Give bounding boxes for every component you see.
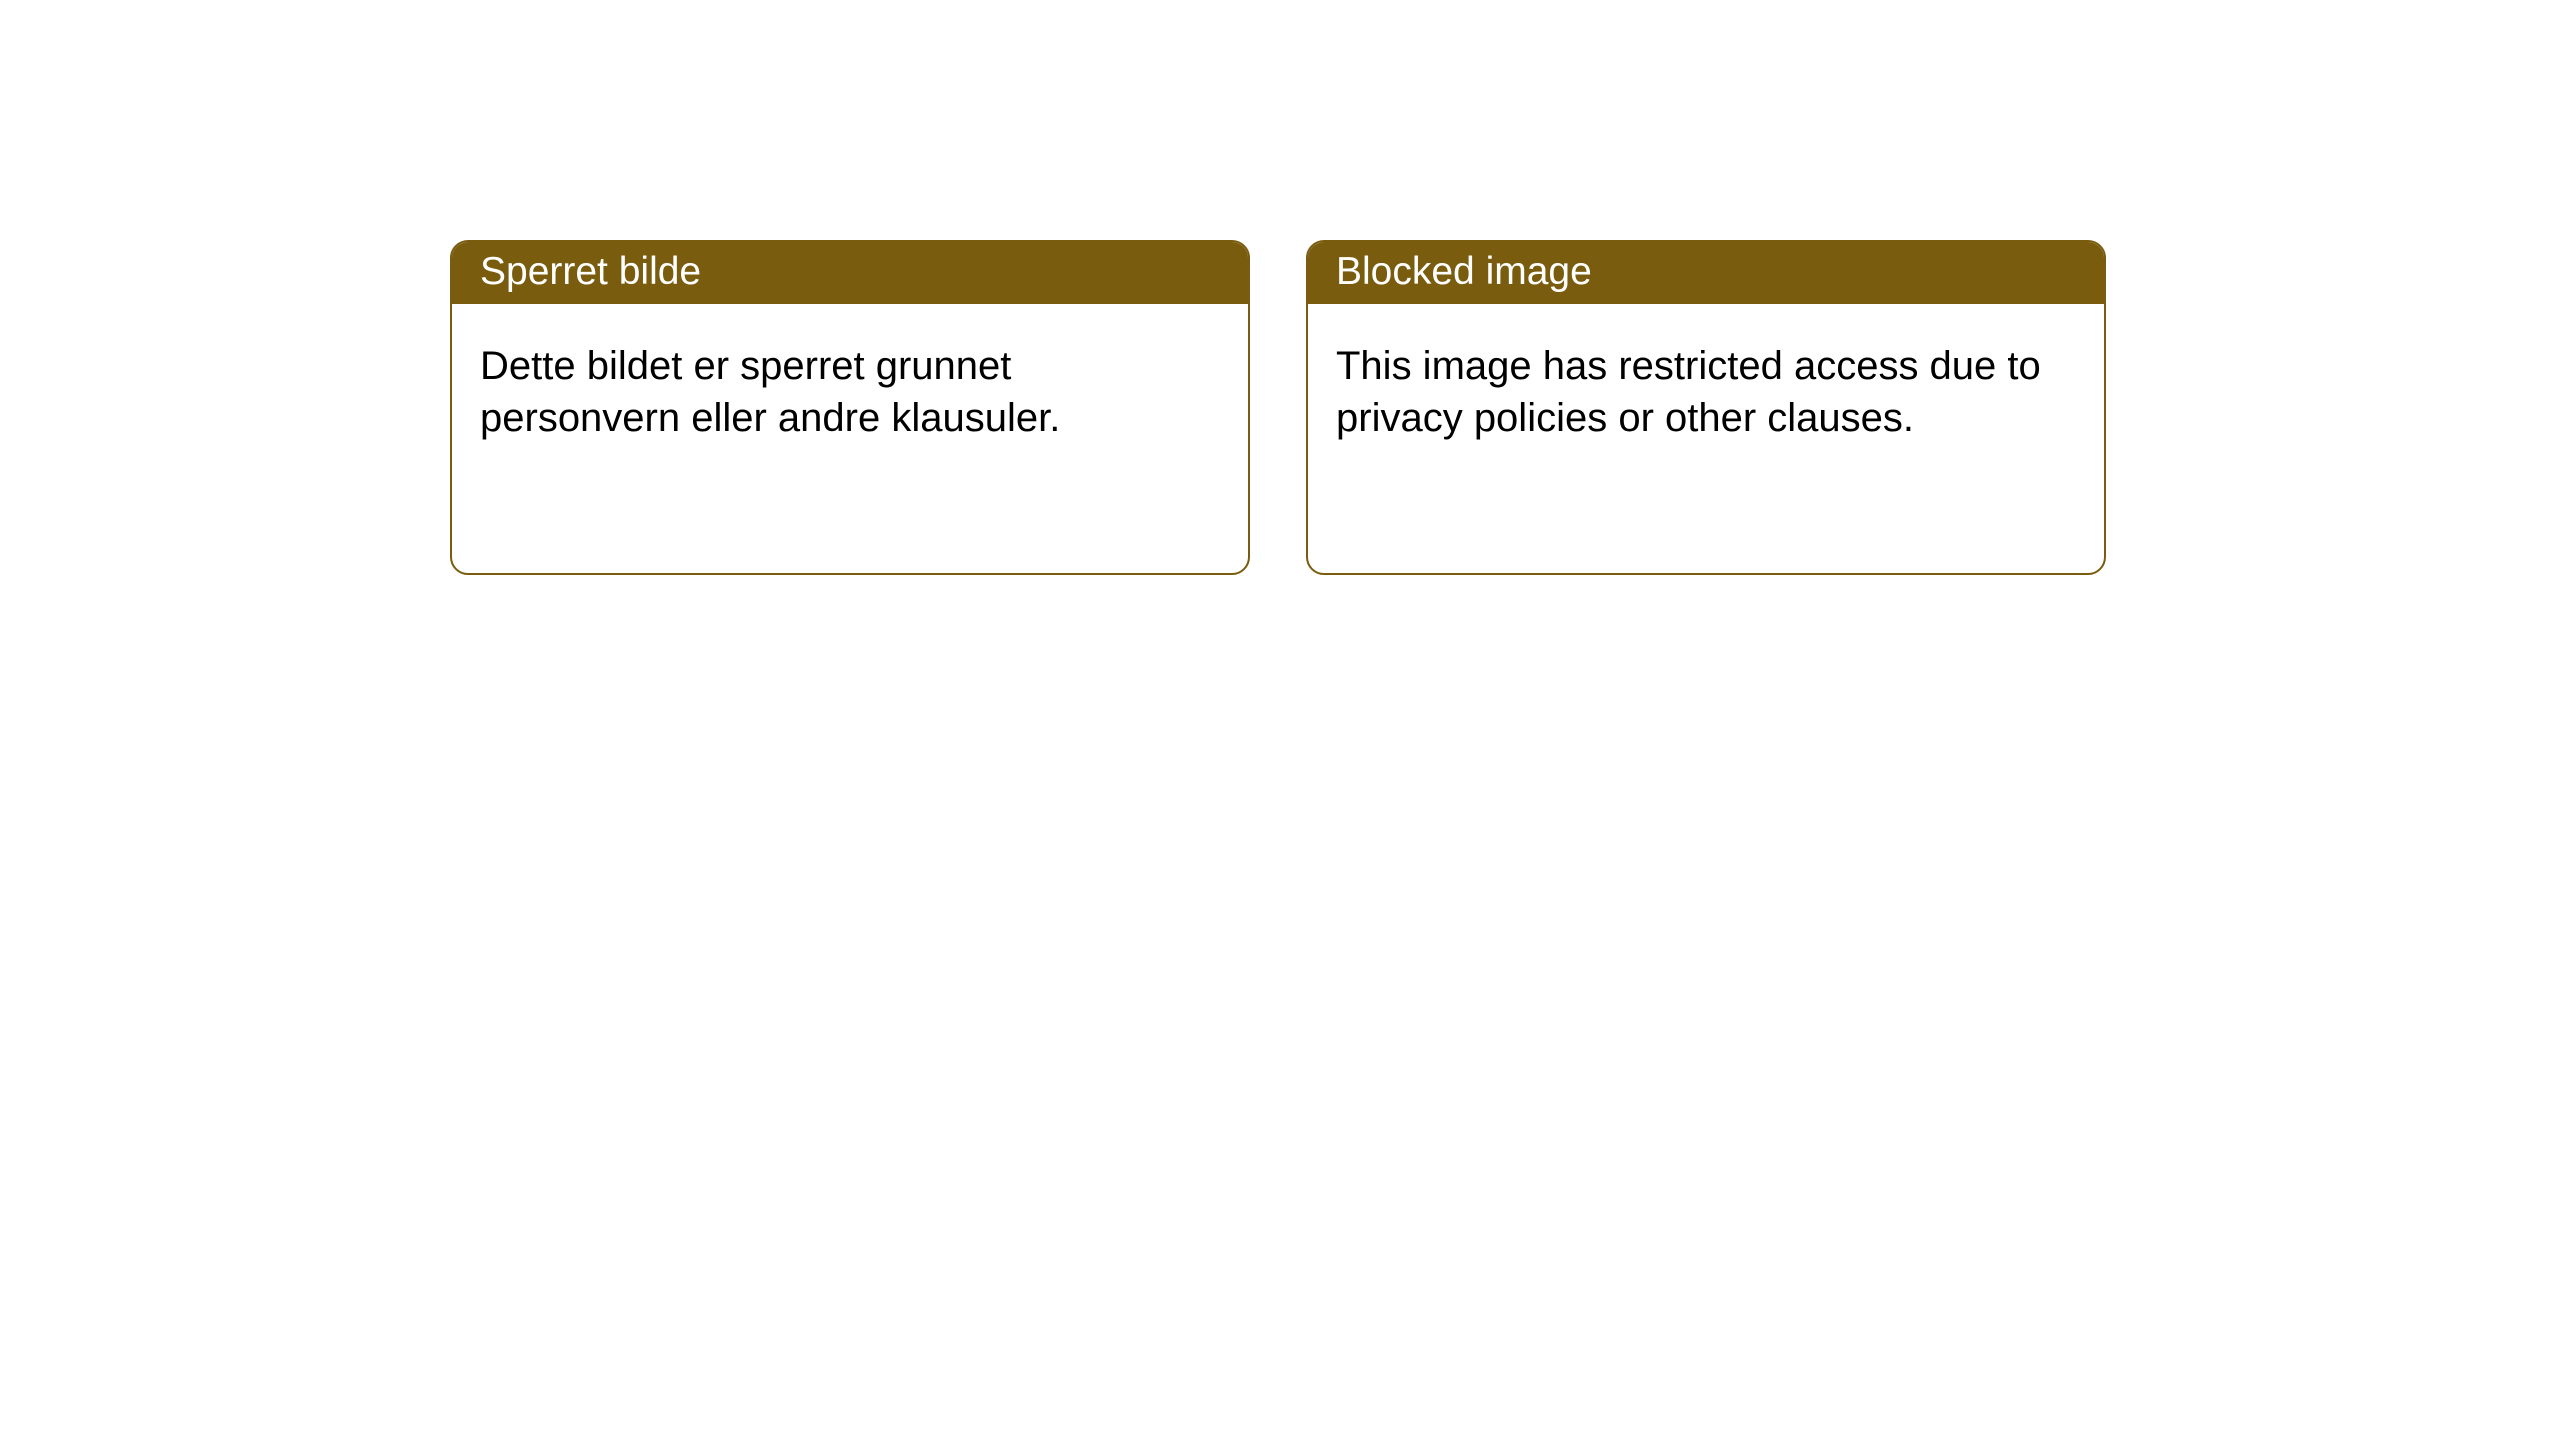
notice-title: Sperret bilde [480,250,701,293]
notice-body: This image has restricted access due to … [1308,304,2104,480]
notice-body: Dette bildet er sperret grunnet personve… [452,304,1248,480]
notice-text: This image has restricted access due to … [1336,344,2041,440]
notice-header: Sperret bilde [452,242,1248,304]
notice-panel-english: Blocked image This image has restricted … [1306,240,2106,575]
notice-panel-norwegian: Sperret bilde Dette bildet er sperret gr… [450,240,1250,575]
notice-header: Blocked image [1308,242,2104,304]
notice-container: Sperret bilde Dette bildet er sperret gr… [0,0,2560,575]
notice-text: Dette bildet er sperret grunnet personve… [480,344,1060,440]
notice-title: Blocked image [1336,250,1592,293]
